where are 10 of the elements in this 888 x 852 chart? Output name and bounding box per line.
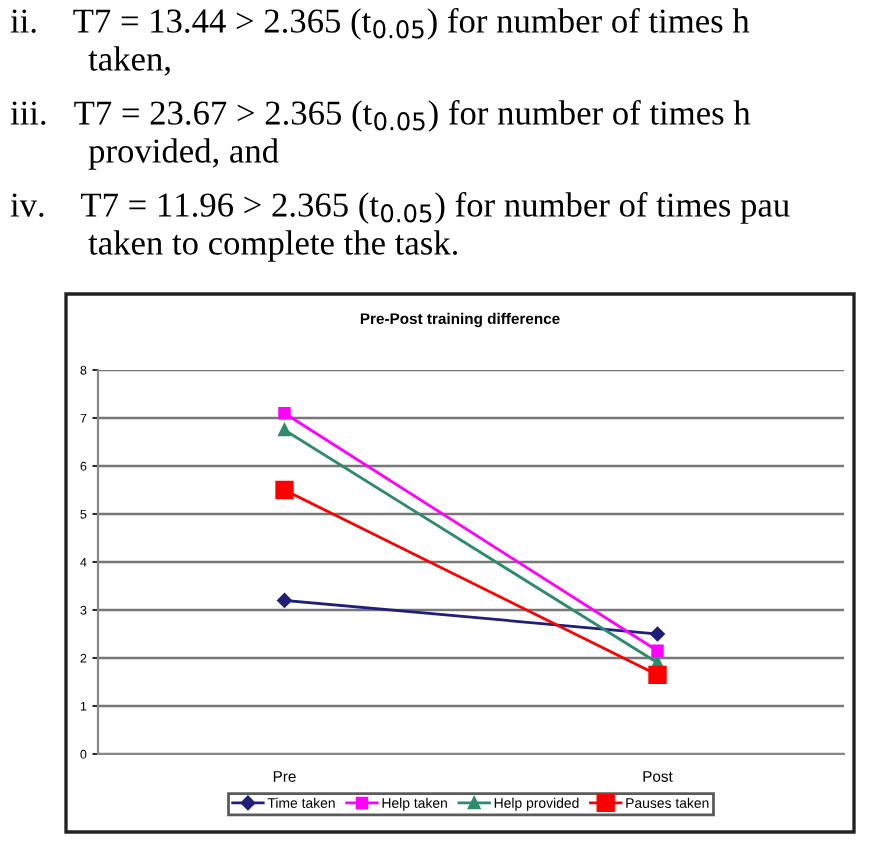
point	[277, 593, 292, 608]
point	[275, 480, 294, 500]
text: iii. T7 = 23.67 > 2.365 (t$_{0.05}$) for number of times h provided, and	[10, 100, 751, 170]
text: iv. T7 = 11.96 > 2.365 (t$_{0.05}$) for number of times pau taken to complete the task.	[10, 192, 790, 262]
point	[648, 665, 667, 684]
point	[278, 423, 291, 437]
point	[650, 626, 665, 642]
point	[278, 406, 291, 420]
text: ii. T7 = 13.44 > 2.365 (t$_{0.05}$) for number of times h taken,	[10, 8, 750, 76]
point	[651, 644, 664, 658]
